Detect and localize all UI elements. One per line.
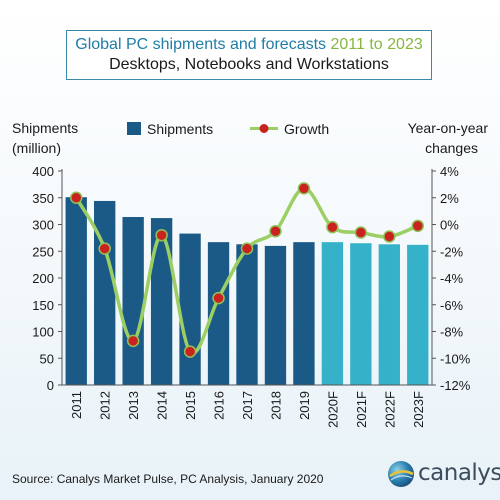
left-tick-label: 0 [47,378,54,393]
brand-logo-block: canalys [386,456,500,492]
left-axis-label-line1: Shipments [12,120,78,136]
chart-legend: Shipments Growth [127,121,329,137]
right-tick-label: 0% [440,218,459,233]
right-tick-label: -6% [440,298,464,313]
growth-point-2018 [269,224,282,238]
left-tick-label: 150 [32,298,54,313]
x-tick-label-2023F: 2023F [411,391,426,428]
left-tick-label: 350 [32,191,54,206]
growth-point-2017 [240,242,254,255]
growth-point-2016 [212,291,225,305]
left-tick-label: 300 [32,218,54,233]
bar-2019 [293,242,315,385]
chart-title: Global PC shipments and forecasts 2011 t… [67,35,431,55]
bar-2015 [179,233,201,385]
legend-growth-marker [259,124,269,133]
x-tick-label-2011: 2011 [69,391,84,419]
legend-shipments-label: Shipments [147,121,213,137]
right-tick-label: 4% [440,164,459,179]
left-tick-label: 50 [40,351,54,366]
right-tick-label: -10% [440,351,471,366]
x-tick-label-2013: 2013 [126,391,141,420]
chart-subtitle: Desktops, Notebooks and Workstations [109,56,389,73]
bar-2021F [350,243,372,385]
bar-2017 [236,244,258,385]
brand-name: canalys [418,460,500,486]
right-tick-label: -4% [440,271,464,286]
growth-point-2015 [183,345,197,358]
left-tick-label: 100 [32,325,54,340]
bar-2018 [264,245,287,385]
x-tick-label-2012: 2012 [98,391,113,420]
legend-growth-label: Growth [284,121,329,137]
right-tick-label: -8% [440,325,464,340]
x-tick-label-2015: 2015 [183,391,198,420]
bar-2012 [94,200,116,385]
x-tick-label-2017: 2017 [240,391,255,420]
right-tick-label: 2% [440,191,459,206]
x-tick-label-2021F: 2021F [354,391,369,428]
left-axis-label-line2: (million) [12,140,61,156]
chart-title-range: 2011 to 2023 [330,36,423,53]
left-tick-label: 200 [32,271,54,286]
growth-point-2011 [69,191,83,204]
bar-2016 [207,242,230,385]
x-tick-label-2014: 2014 [155,391,170,420]
growth-point-2021F [354,226,368,239]
growth-point-2013 [126,334,140,348]
bar-2020F [321,242,344,385]
chart-title-box: Global PC shipments and forecasts 2011 t… [66,30,432,80]
globe-logo-icon [388,461,414,487]
source-note: Source: Canalys Market Pulse, PC Analysi… [12,472,324,486]
growth-point-2019 [297,182,311,195]
x-tick-label-2022F: 2022F [382,391,397,428]
bar-2013 [122,217,144,385]
left-tick-label: 400 [32,164,54,179]
x-tick-label-2016: 2016 [212,391,227,420]
growth-point-2023F [411,219,425,233]
left-tick-label: 250 [32,244,54,259]
growth-point-2014 [155,228,168,242]
legend-shipments-swatch [127,122,141,135]
right-axis-label-line1: Year-on-year [408,120,489,136]
x-tick-label-2019: 2019 [297,391,312,420]
growth-point-2020F [326,220,339,234]
x-tick-label-2018: 2018 [268,391,283,420]
growth-point-2012 [98,242,111,255]
growth-point-2022F [383,230,396,243]
bar-2022F [378,244,400,385]
right-tick-label: -2% [440,244,464,259]
x-tick-label-2020F: 2020F [325,391,340,428]
right-axis-label-line2: changes [425,140,478,156]
bar-2023F [407,244,429,385]
bar-2011 [65,197,87,385]
bar-2014 [150,218,173,385]
right-tick-label: -12% [440,378,471,393]
chart-title-main: Global PC shipments and forecasts [75,36,327,53]
